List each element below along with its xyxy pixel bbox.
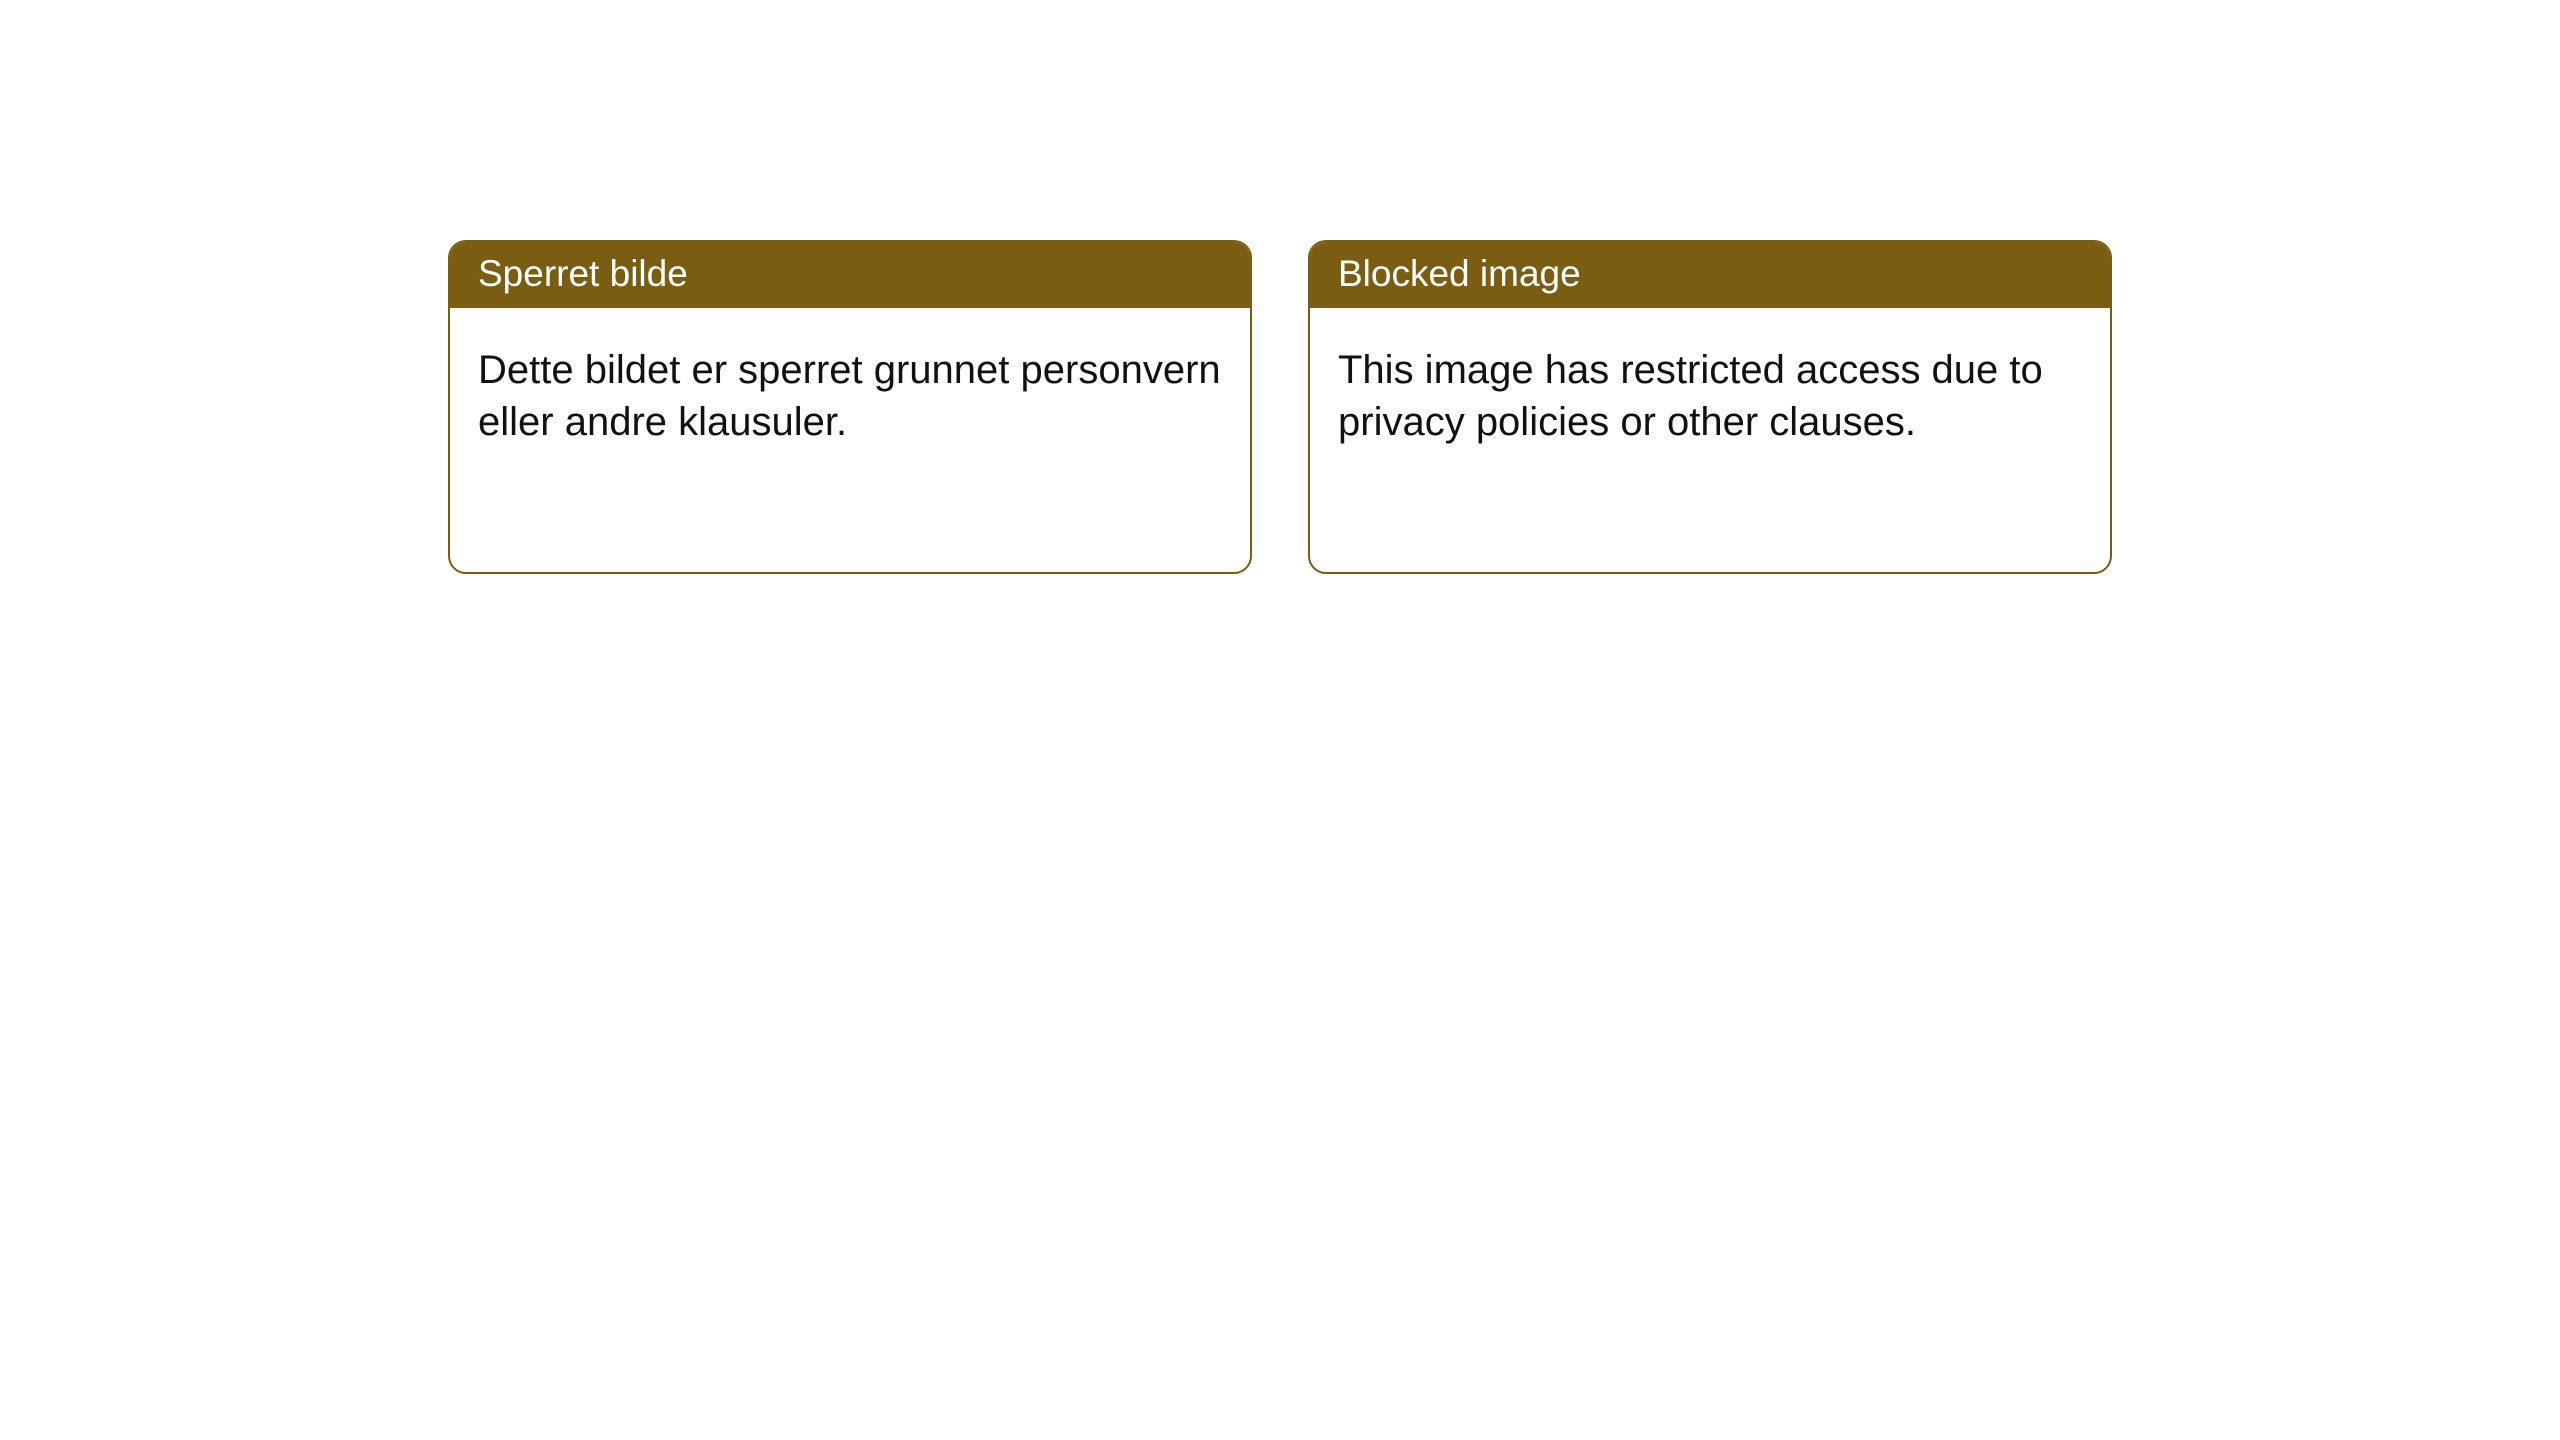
notice-card-en: Blocked image This image has restricted …: [1308, 240, 2112, 574]
notice-body-en: This image has restricted access due to …: [1310, 308, 2110, 476]
notice-title-no: Sperret bilde: [450, 242, 1250, 308]
notice-body-no: Dette bildet er sperret grunnet personve…: [450, 308, 1250, 476]
notice-card-no: Sperret bilde Dette bildet er sperret gr…: [448, 240, 1252, 574]
notice-title-en: Blocked image: [1310, 242, 2110, 308]
notice-container: Sperret bilde Dette bildet er sperret gr…: [0, 0, 2560, 574]
